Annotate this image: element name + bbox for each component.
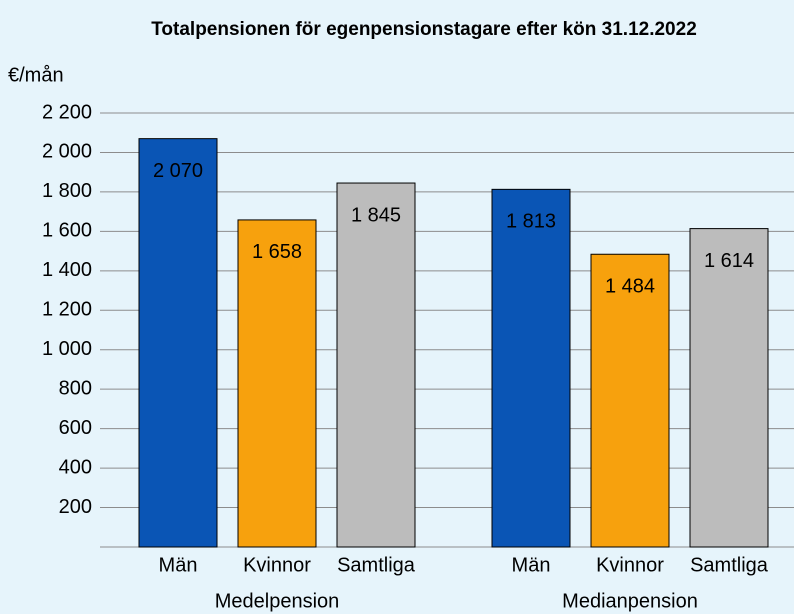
y-tick-label: 1 400 [42, 259, 92, 281]
x-tick-label: Kvinnor [596, 554, 664, 576]
y-tick-label: 1 800 [42, 180, 92, 202]
y-tick-label: 1 600 [42, 220, 92, 242]
y-tick-label: 2 000 [42, 141, 92, 163]
y-tick-label: 2 200 [42, 101, 92, 123]
x-tick-label: Samtliga [337, 554, 416, 576]
data-label: 1 813 [506, 211, 556, 233]
y-tick-label: 800 [59, 377, 92, 399]
y-tick-label: 1 200 [42, 299, 92, 321]
data-label: 1 658 [252, 241, 302, 263]
bar [590, 253, 670, 548]
group-label: Medelpension [215, 590, 340, 612]
y-tick-label: 600 [59, 417, 92, 439]
y-axis-label: €/mån [8, 64, 64, 86]
bar [138, 138, 218, 548]
bar [689, 228, 769, 548]
data-label: 1 845 [351, 204, 401, 226]
y-tick-label: 200 [59, 496, 92, 518]
chart-title: Totalpensionen för egenpensionstagare ef… [151, 19, 697, 40]
data-label: 1 484 [605, 276, 655, 298]
bar [237, 219, 317, 548]
x-tick-label: Kvinnor [243, 554, 311, 576]
data-label: 2 070 [153, 160, 203, 182]
bar [491, 188, 571, 548]
y-tick-label: 400 [59, 456, 92, 478]
bar [336, 182, 416, 548]
x-tick-label: Män [159, 554, 198, 576]
data-label: 1 614 [704, 250, 754, 272]
group-label: Medianpension [562, 590, 698, 612]
x-tick-label: Samtliga [690, 554, 769, 576]
x-tick-label: Män [512, 554, 551, 576]
y-tick-label: 1 000 [42, 338, 92, 360]
